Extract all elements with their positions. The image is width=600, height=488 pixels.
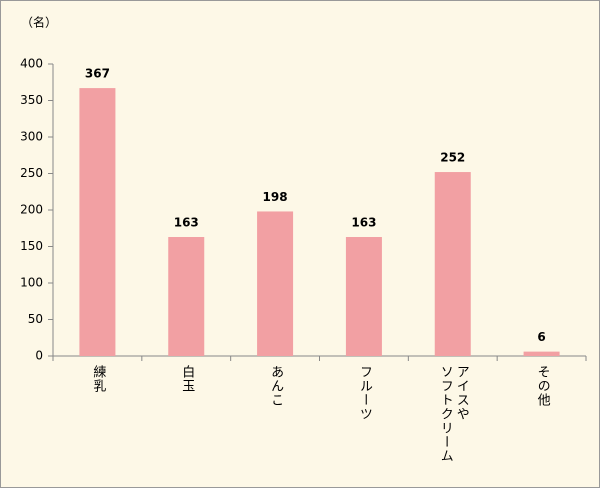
- value-label: 163: [351, 216, 376, 230]
- x-tick-label: フルーツ: [356, 365, 372, 421]
- y-tick-label: 250: [20, 166, 43, 180]
- x-tick-label: あんこ: [268, 365, 284, 407]
- unit-label: （名）: [21, 15, 57, 30]
- x-tick-label: その他: [534, 365, 550, 407]
- y-tick-label: 0: [35, 349, 43, 363]
- value-label: 6: [537, 330, 545, 344]
- bar: [79, 88, 116, 356]
- bar: [345, 237, 382, 356]
- bar: [434, 172, 471, 356]
- x-tick-label: アイスや ソフトクリーム: [437, 365, 469, 463]
- y-tick-label: 200: [20, 203, 43, 217]
- y-tick-label: 400: [20, 57, 43, 71]
- value-label: 198: [263, 190, 288, 204]
- x-tick-label: 練乳: [90, 365, 106, 393]
- bar: [523, 351, 560, 356]
- y-tick-label: 350: [20, 93, 43, 107]
- y-tick-label: 300: [20, 130, 43, 144]
- value-label: 367: [85, 67, 110, 81]
- value-label: 252: [440, 151, 465, 165]
- y-tick-label: 150: [20, 239, 43, 253]
- y-tick-label: 100: [20, 276, 43, 290]
- bar: [257, 211, 294, 356]
- bar: [168, 237, 205, 356]
- y-tick-label: 50: [28, 312, 43, 326]
- x-tick-label: 白玉: [179, 365, 195, 393]
- value-label: 163: [174, 216, 199, 230]
